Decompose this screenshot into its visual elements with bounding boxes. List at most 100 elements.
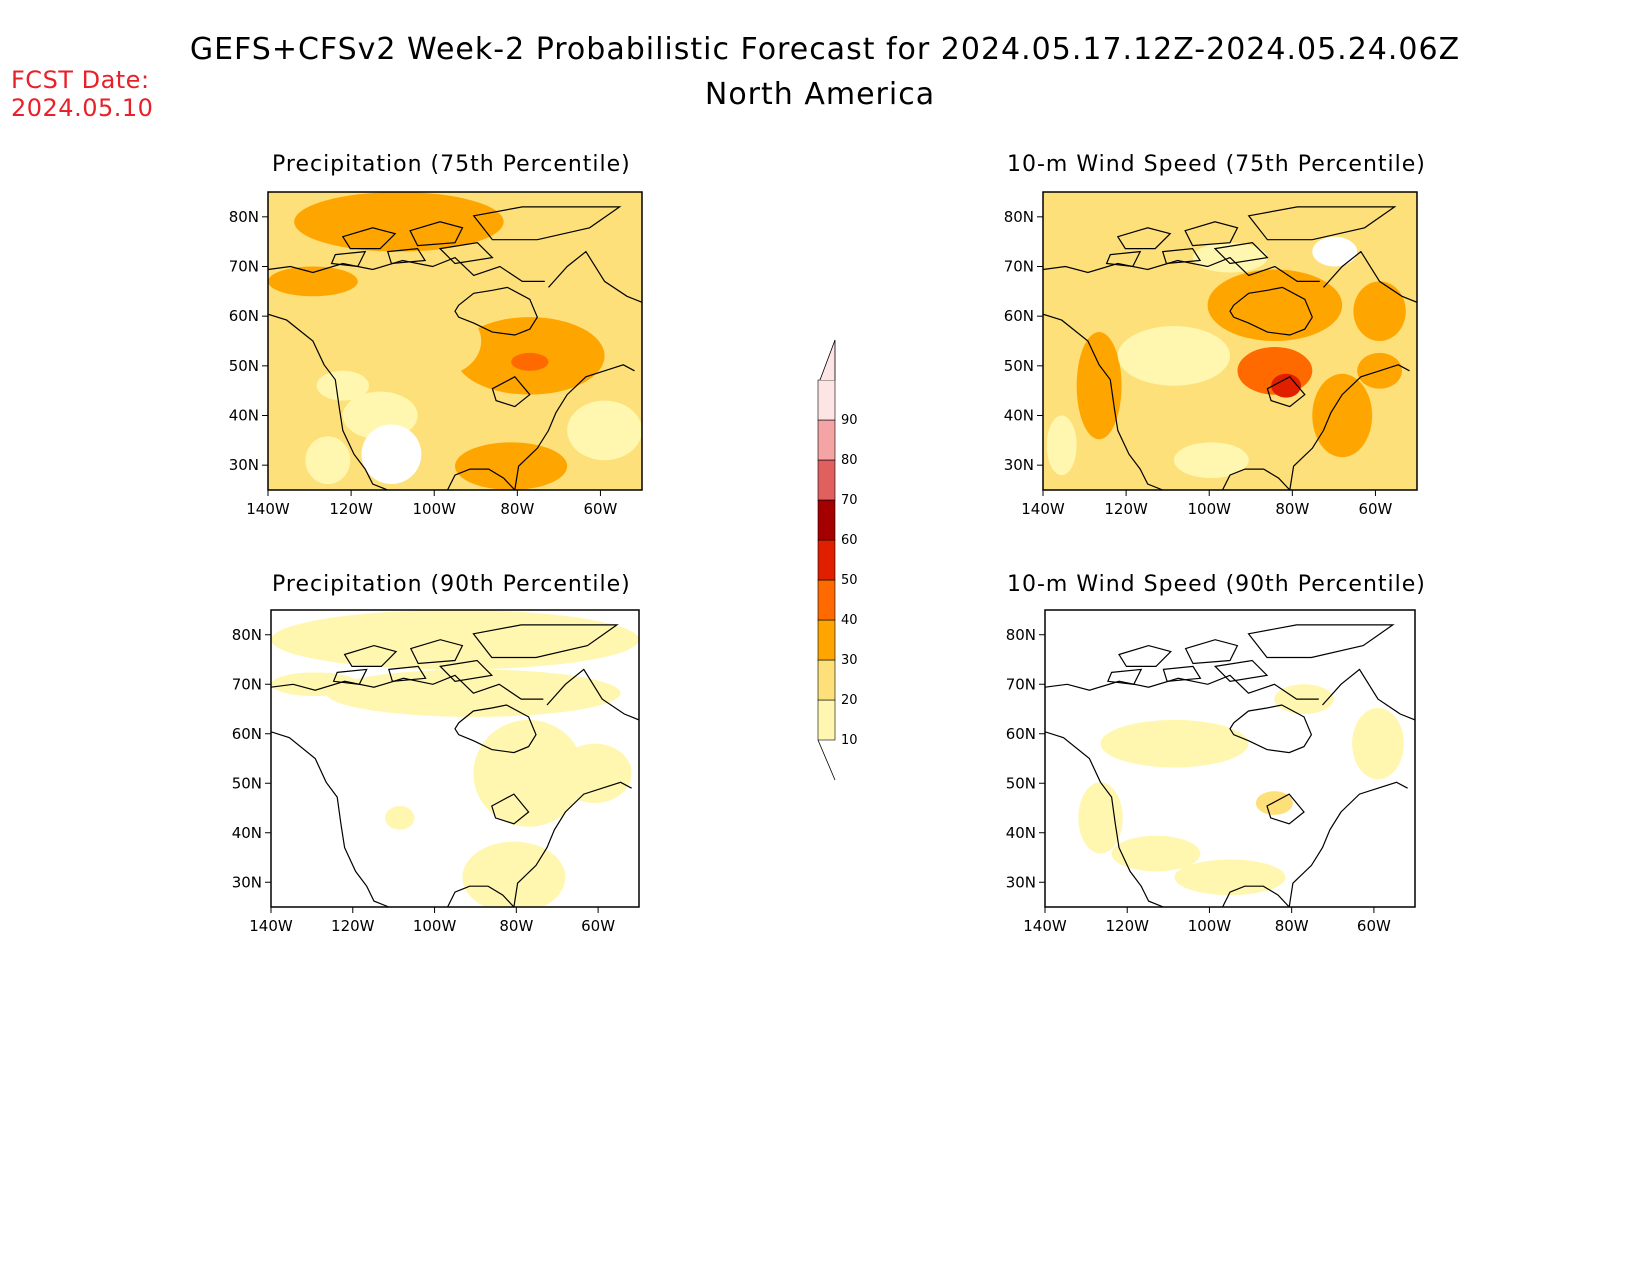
lon-label: 60W bbox=[1358, 500, 1392, 518]
lon-label: 100W bbox=[413, 917, 457, 935]
arctic-island-coastline bbox=[472, 206, 622, 241]
map-frame bbox=[270, 609, 640, 908]
lat-label: 30N bbox=[232, 873, 262, 891]
colorbar-label: 90 bbox=[841, 413, 858, 428]
probability-region bbox=[462, 841, 566, 907]
map-frame bbox=[1042, 191, 1418, 491]
lon-label: 80W bbox=[500, 500, 534, 518]
probability-region bbox=[567, 400, 642, 461]
lat-label: 40N bbox=[1006, 824, 1036, 842]
arctic-island-coastline bbox=[386, 247, 427, 265]
coastline bbox=[271, 731, 390, 907]
probability-region bbox=[1207, 269, 1343, 341]
lat-label: 60N bbox=[1004, 307, 1034, 325]
map-panel-wind-75: 80N 70N 60N 50N 40N 30N 140W 120W 100W 80W 60W bbox=[1004, 191, 1418, 518]
colorbar-label: 30 bbox=[841, 653, 858, 668]
colorbar-segment bbox=[817, 659, 836, 701]
probability-region bbox=[294, 192, 504, 252]
probability-region bbox=[271, 672, 360, 697]
map-panel-precip-90: 80N 70N 60N 50N 40N 30N 140W 120W 100W 80W 60W bbox=[232, 609, 640, 935]
coastline bbox=[1221, 468, 1291, 490]
main-title: GEFS+CFSv2 Week-2 Probabilistic Forecast… bbox=[189, 32, 1461, 67]
probability-region bbox=[316, 370, 369, 401]
arctic-island-coastline bbox=[409, 221, 464, 247]
colorbar-label: 50 bbox=[841, 573, 858, 588]
great-lakes-outline bbox=[1266, 376, 1306, 408]
lat-label: 40N bbox=[1004, 407, 1034, 425]
arctic-island-coastline bbox=[1213, 659, 1269, 682]
lat-label: 60N bbox=[232, 725, 262, 743]
lon-label: 100W bbox=[1187, 500, 1231, 518]
coastline bbox=[1045, 674, 1319, 700]
arctic-island-coastline bbox=[1184, 639, 1239, 665]
colorbar-bottom-arrow bbox=[817, 739, 836, 781]
arctic-island-coastline bbox=[1247, 206, 1397, 241]
lat-label: 80N bbox=[229, 208, 259, 226]
probability-region bbox=[361, 424, 422, 485]
panel-title-wind-90: 10-m Wind Speed (90th Percentile) bbox=[1007, 572, 1426, 597]
colorbar-label: 70 bbox=[841, 493, 858, 508]
colorbar: 10 20 30 40 50 60 70 80 90 bbox=[817, 339, 858, 781]
lon-label: 60W bbox=[1357, 917, 1391, 935]
probability-region bbox=[455, 442, 568, 490]
arctic-island-coastline bbox=[332, 668, 368, 685]
lon-label: 80W bbox=[1275, 500, 1309, 518]
colorbar-segment bbox=[817, 619, 836, 661]
great-lakes-outline bbox=[491, 793, 530, 825]
probability-region bbox=[1271, 373, 1302, 398]
panel-title-precip-75: Precipitation (75th Percentile) bbox=[272, 152, 631, 177]
lat-label: 30N bbox=[229, 456, 259, 474]
lon-label: 120W bbox=[1104, 500, 1148, 518]
lat-label: 80N bbox=[1006, 626, 1036, 644]
lat-label: 80N bbox=[1004, 208, 1034, 226]
probability-region bbox=[1076, 332, 1122, 440]
arctic-island-coastline bbox=[1213, 242, 1269, 265]
colorbar-segment bbox=[817, 379, 836, 421]
colorbar-top-arrow bbox=[819, 339, 836, 381]
arctic-island-coastline bbox=[1116, 227, 1172, 250]
arctic-island-coastline bbox=[1105, 250, 1142, 268]
lat-label: 80N bbox=[232, 626, 262, 644]
arctic-island-coastline bbox=[472, 624, 619, 659]
hudson-bay-coastline bbox=[1229, 286, 1313, 336]
probability-region bbox=[1312, 236, 1358, 267]
coastline bbox=[548, 250, 642, 303]
panel-title-wind-75: 10-m Wind Speed (75th Percentile) bbox=[1007, 152, 1426, 177]
probability-region bbox=[1100, 719, 1249, 768]
lat-label: 60N bbox=[229, 307, 259, 325]
colorbar-label: 60 bbox=[841, 533, 858, 548]
great-lakes-outline bbox=[491, 376, 531, 408]
lon-label: 140W bbox=[249, 917, 293, 935]
coastline bbox=[1289, 364, 1410, 490]
coastline bbox=[514, 364, 635, 490]
coastline bbox=[268, 313, 388, 490]
lon-label: 100W bbox=[1188, 917, 1232, 935]
arctic-island-coastline bbox=[1247, 624, 1395, 659]
probability-region bbox=[473, 719, 584, 827]
colorbar-segment bbox=[817, 539, 836, 581]
lat-label: 70N bbox=[232, 675, 262, 693]
arctic-island-coastline bbox=[330, 250, 367, 268]
map-fill-precip-75 bbox=[268, 192, 642, 490]
lat-label: 70N bbox=[1006, 675, 1036, 693]
subtitle: North America bbox=[704, 77, 936, 112]
lon-label: 120W bbox=[1105, 917, 1149, 935]
arctic-island-coastline bbox=[1184, 221, 1239, 247]
colorbar-segment bbox=[817, 499, 836, 541]
map-fill-precip-90 bbox=[271, 610, 639, 907]
map-frame bbox=[1044, 609, 1416, 908]
lat-label: 70N bbox=[1004, 258, 1034, 276]
coastline bbox=[1045, 731, 1164, 907]
arctic-island-coastline bbox=[409, 639, 464, 665]
colorbar-label: 10 bbox=[841, 733, 858, 748]
probability-region bbox=[391, 305, 482, 377]
coastline bbox=[1222, 885, 1290, 907]
colorbar-label: 20 bbox=[841, 693, 858, 708]
panel-title-precip-90: Precipitation (90th Percentile) bbox=[272, 572, 631, 597]
map-fill-wind-90 bbox=[1045, 610, 1415, 907]
coastline bbox=[513, 781, 632, 907]
colorbar-segment bbox=[817, 699, 836, 741]
probability-region bbox=[1078, 782, 1123, 854]
lon-label: 120W bbox=[331, 917, 375, 935]
